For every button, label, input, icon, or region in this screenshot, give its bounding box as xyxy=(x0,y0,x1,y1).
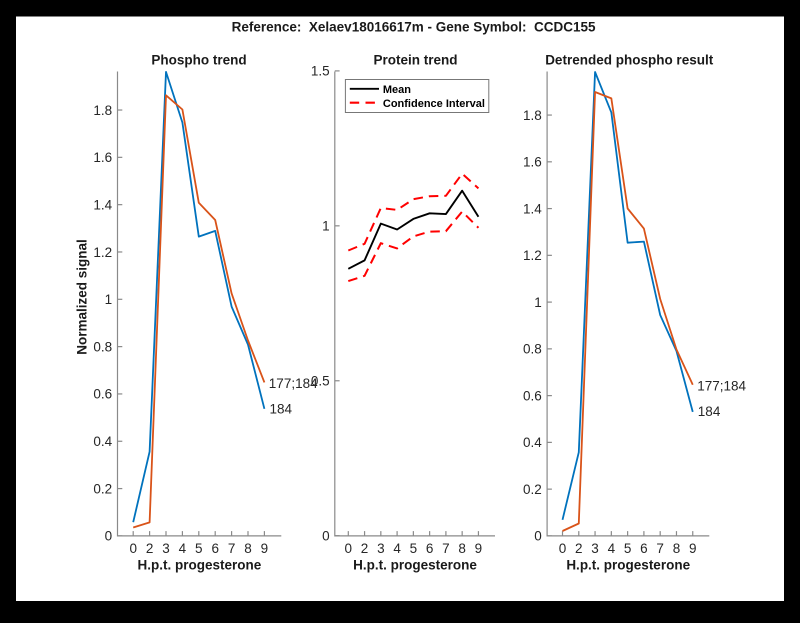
svg-text:1.6: 1.6 xyxy=(93,150,112,165)
svg-text:2: 2 xyxy=(146,541,154,556)
svg-text:Normalized signal: Normalized signal xyxy=(75,239,90,355)
svg-text:184: 184 xyxy=(270,402,293,417)
svg-text:H.p.t. progesterone: H.p.t. progesterone xyxy=(353,558,477,573)
svg-text:6: 6 xyxy=(640,541,648,556)
svg-text:1.5: 1.5 xyxy=(311,64,330,79)
svg-text:0.8: 0.8 xyxy=(523,342,542,357)
svg-text:0.6: 0.6 xyxy=(93,387,112,402)
svg-text:Phospho trend: Phospho trend xyxy=(151,53,246,68)
svg-text:Mean: Mean xyxy=(383,84,411,96)
svg-text:6: 6 xyxy=(211,541,219,556)
svg-text:5: 5 xyxy=(410,541,418,556)
svg-text:8: 8 xyxy=(673,541,681,556)
svg-text:3: 3 xyxy=(591,541,599,556)
svg-text:H.p.t. progesterone: H.p.t. progesterone xyxy=(566,558,690,573)
svg-text:Reference: Xelaev18016617m -: Reference: Xelaev18016617m - Gene Symbol… xyxy=(232,19,596,34)
svg-text:4: 4 xyxy=(179,541,187,556)
svg-text:7: 7 xyxy=(656,541,664,556)
svg-text:1.8: 1.8 xyxy=(523,108,542,123)
svg-text:0.4: 0.4 xyxy=(523,435,542,450)
svg-text:1.6: 1.6 xyxy=(523,155,542,170)
svg-text:8: 8 xyxy=(458,541,466,556)
svg-text:0: 0 xyxy=(322,529,330,544)
svg-text:1.4: 1.4 xyxy=(523,201,542,216)
svg-text:1.2: 1.2 xyxy=(93,245,112,260)
svg-text:7: 7 xyxy=(228,541,236,556)
svg-text:Protein trend: Protein trend xyxy=(373,53,457,68)
svg-text:2: 2 xyxy=(575,541,583,556)
svg-text:0: 0 xyxy=(559,541,567,556)
svg-text:1: 1 xyxy=(322,219,330,234)
svg-text:184: 184 xyxy=(698,404,721,419)
svg-text:6: 6 xyxy=(426,541,434,556)
svg-text:0: 0 xyxy=(129,541,137,556)
svg-text:8: 8 xyxy=(244,541,252,556)
svg-text:4: 4 xyxy=(393,541,401,556)
svg-text:177;184: 177;184 xyxy=(697,379,746,394)
svg-text:0: 0 xyxy=(534,529,542,544)
svg-text:7: 7 xyxy=(442,541,450,556)
svg-text:0.8: 0.8 xyxy=(93,339,112,354)
svg-text:0: 0 xyxy=(105,529,113,544)
svg-text:3: 3 xyxy=(162,541,170,556)
svg-text:1: 1 xyxy=(534,295,542,310)
svg-text:0.5: 0.5 xyxy=(311,374,330,389)
svg-text:H.p.t. progesterone: H.p.t. progesterone xyxy=(138,558,262,573)
svg-text:0: 0 xyxy=(345,541,353,556)
svg-text:Detrended phospho result: Detrended phospho result xyxy=(545,53,714,68)
svg-text:5: 5 xyxy=(195,541,203,556)
svg-text:1: 1 xyxy=(105,292,113,307)
svg-text:0.6: 0.6 xyxy=(523,388,542,403)
svg-text:177;184: 177;184 xyxy=(269,376,318,391)
svg-text:1.4: 1.4 xyxy=(93,197,112,212)
svg-text:0.2: 0.2 xyxy=(523,482,542,497)
svg-text:5: 5 xyxy=(624,541,632,556)
svg-text:4: 4 xyxy=(608,541,616,556)
svg-text:3: 3 xyxy=(377,541,385,556)
svg-text:9: 9 xyxy=(261,541,269,556)
svg-text:Confidence Interval: Confidence Interval xyxy=(383,98,485,110)
svg-text:1.8: 1.8 xyxy=(93,103,112,118)
svg-text:9: 9 xyxy=(475,541,483,556)
svg-text:2: 2 xyxy=(361,541,369,556)
svg-text:0.2: 0.2 xyxy=(93,481,112,496)
svg-text:0.4: 0.4 xyxy=(93,434,112,449)
svg-text:1.2: 1.2 xyxy=(523,248,542,263)
svg-text:9: 9 xyxy=(689,541,697,556)
